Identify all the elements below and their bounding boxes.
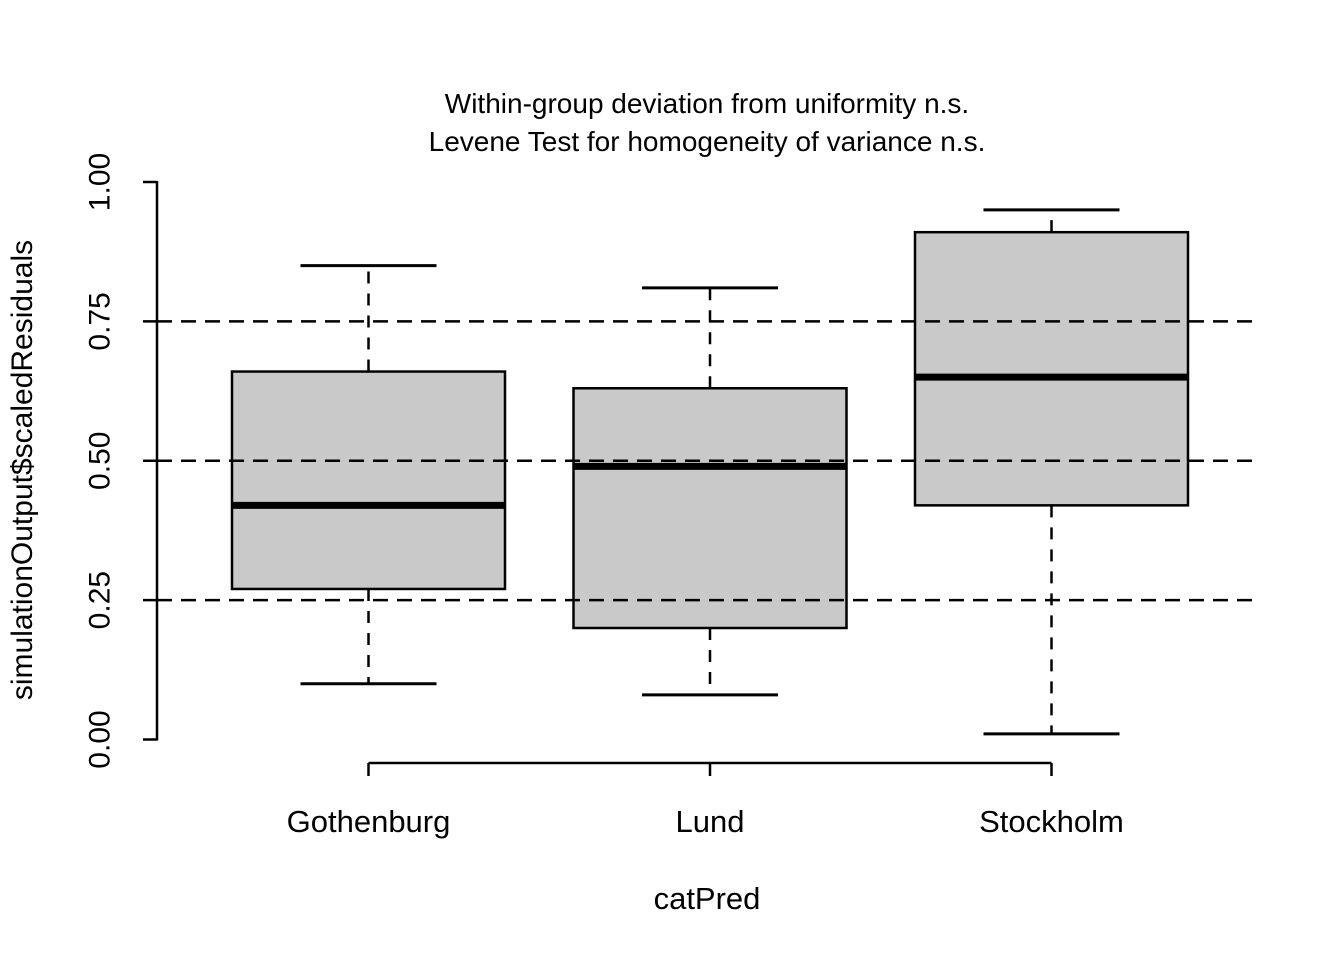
box-lund	[572, 387, 848, 630]
y-tick-label-0.25: 0.25	[84, 571, 117, 629]
box-stockholm	[913, 230, 1190, 507]
box-gothenburg	[230, 370, 507, 591]
chart-title: Within-group deviation from uniformity n…	[157, 85, 1257, 161]
category-label-stockholm: Stockholm	[979, 804, 1124, 839]
chart-title-line2: Levene Test for homogeneity of variance …	[428, 126, 986, 157]
chart-title-line1: Within-group deviation from uniformity n…	[444, 88, 970, 119]
category-label-gothenburg: Gothenburg	[287, 804, 451, 839]
y-tick-label-1.00: 1.00	[84, 153, 117, 211]
y-tick-label-0.75: 0.75	[84, 292, 117, 350]
x-axis-label: catPred	[653, 881, 761, 916]
y-tick-label-0.00: 0.00	[84, 710, 117, 768]
category-label-lund: Lund	[676, 804, 745, 839]
y-tick-label-0.50: 0.50	[84, 432, 117, 490]
